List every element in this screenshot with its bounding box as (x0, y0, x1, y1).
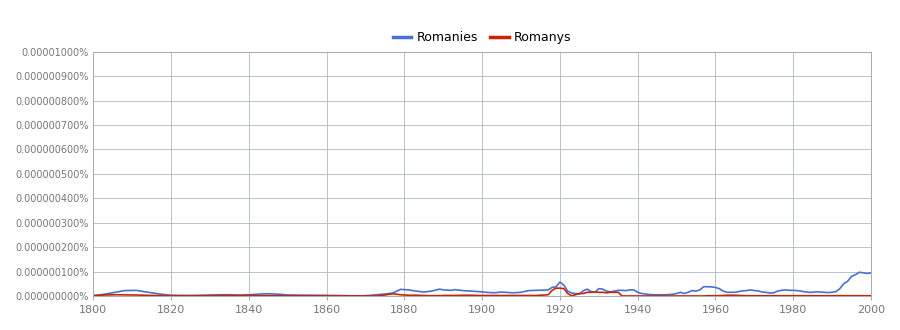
Romanies (866, 271, 877, 275)
Romanies (88, 293, 99, 297)
Romanys (418, 293, 429, 297)
Romanies (418, 290, 429, 294)
Romanys (158, 294, 168, 298)
Legend: Romanies, Romanys: Romanies, Romanys (388, 26, 577, 49)
Romanys (512, 293, 523, 297)
Romanys (375, 293, 386, 297)
Romanies (804, 290, 814, 294)
Romanies (352, 294, 363, 298)
Romanys (866, 294, 877, 298)
Romanies (375, 292, 386, 296)
Romanys (807, 294, 818, 298)
Romanys (360, 294, 371, 298)
Romanies (854, 270, 865, 274)
Romanies (158, 292, 168, 296)
Romanys (88, 294, 99, 298)
Romanies (92, 293, 103, 297)
Romanys (551, 286, 562, 290)
Romanys (92, 293, 103, 297)
Line: Romanys: Romanys (94, 288, 871, 296)
Romanies (512, 291, 523, 295)
Line: Romanies: Romanies (94, 272, 871, 296)
